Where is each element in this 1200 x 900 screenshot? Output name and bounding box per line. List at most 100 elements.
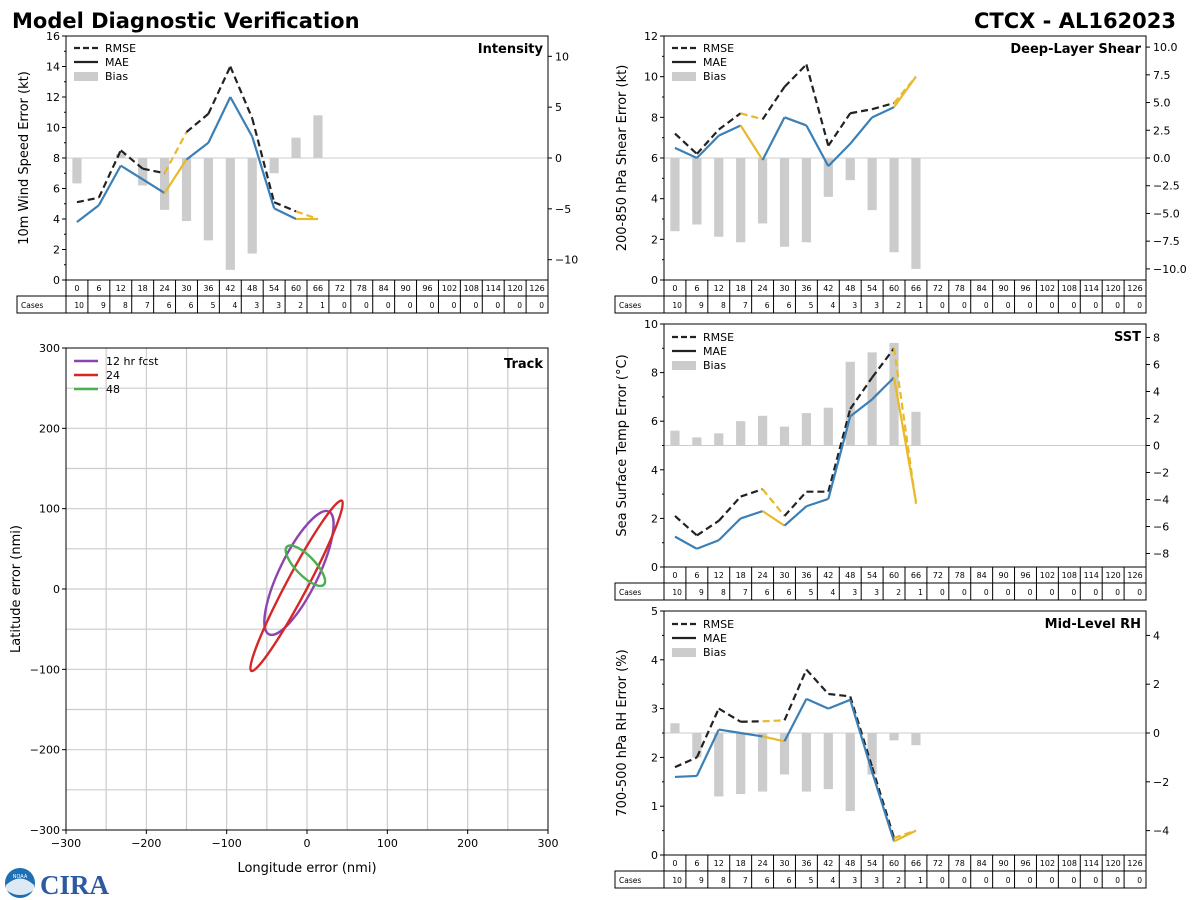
intensity-cases-cell: 1: [320, 301, 325, 310]
sst-ylabel: Sea Surface Temp Error (°C): [615, 354, 630, 536]
shear-y2tick-label: 7.5: [1153, 69, 1171, 82]
shear-leadtime-cell: 102: [1040, 284, 1055, 293]
intensity-cases-cell: 5: [211, 301, 216, 310]
intensity-rmse-line-segment: [120, 149, 144, 170]
intensity-bias-bar: [269, 158, 279, 174]
sst-mae-line-segment: [806, 497, 829, 508]
shear-leadtime-cell: 54: [867, 284, 877, 293]
shear-rmse-line-segment: [850, 108, 873, 115]
rh-bias-bar: [889, 733, 899, 741]
shear-cases-cell: 0: [984, 301, 989, 310]
intensity-cases-cell: 0: [364, 301, 369, 310]
rh-rmse-line-segment: [762, 719, 785, 723]
intensity-legend-bias: Bias: [105, 70, 128, 83]
intensity-cases-cell: 9: [101, 301, 106, 310]
sst-cases-label: Cases: [619, 588, 641, 597]
rh-cases-cell: 0: [1115, 876, 1120, 885]
sst-bias-bar: [911, 411, 921, 446]
sst-mae-line-segment: [871, 376, 895, 401]
rh-bias-bar: [692, 733, 702, 758]
sst-cases-cell: 9: [699, 588, 704, 597]
shear-cases-cell: 0: [1093, 301, 1098, 310]
intensity-rmse-line-segment: [295, 210, 319, 221]
rh-mae-line-segment: [849, 699, 874, 773]
intensity-bias-bar: [159, 158, 170, 210]
sst-cases-cell: 0: [1006, 588, 1011, 597]
intensity-ytick-label: 16: [46, 30, 60, 43]
intensity-rmse-line-segment: [76, 196, 100, 204]
rh-leadtime-cell: 18: [736, 859, 746, 868]
shear-y2tick-label: −10.0: [1153, 263, 1187, 276]
shear-rmse-line-segment: [740, 112, 763, 121]
track-xtick-label: 300: [538, 837, 559, 850]
intensity-cases-cell: 0: [452, 301, 457, 310]
rh-leadtime-cell: 90: [998, 859, 1008, 868]
sst-mae-line-segment: [674, 535, 698, 550]
shear-rmse-line-segment: [674, 132, 698, 155]
intensity-cases-cell: 10: [74, 301, 84, 310]
sst-rmse-line-segment: [717, 495, 742, 522]
rh-leadtime-cell: 96: [1020, 859, 1030, 868]
shear-cases-cell: 0: [1028, 301, 1033, 310]
track-legend-label: 24: [106, 369, 120, 382]
intensity-bias-bar: [291, 137, 301, 158]
rh-bias-bar: [867, 733, 877, 775]
rh-ytick-label: 5: [651, 605, 658, 618]
intensity-y2tick-label: −10: [555, 254, 578, 267]
shear-leadtime-cell: 6: [694, 284, 699, 293]
shear-leadtime-cell: 108: [1062, 284, 1077, 293]
sst-y2tick-label: 0: [1153, 440, 1160, 453]
intensity-bias-bar: [225, 158, 235, 270]
intensity-mae-line-segment: [185, 141, 210, 161]
sst-y2tick-label: −2: [1153, 467, 1169, 480]
shear-bias-bar: [889, 158, 899, 253]
rh-cases-cell: 0: [1028, 876, 1033, 885]
intensity-rmse-line-segment: [207, 66, 232, 115]
rh-cases-cell: 9: [699, 876, 704, 885]
shear-y2tick-label: −2.5: [1153, 180, 1180, 193]
rh-cases-cell: 0: [1006, 876, 1011, 885]
shear-leadtime-cell: 78: [955, 284, 965, 293]
intensity-ytick-label: 8: [53, 152, 60, 165]
rh-leadtime-cell: 102: [1040, 859, 1055, 868]
shear-cases-cell: 5: [809, 301, 814, 310]
intensity-leadtime-cell: 36: [203, 284, 213, 293]
rh-mae-line-segment: [674, 774, 697, 779]
sst-ytick-label: 4: [651, 464, 658, 477]
shear-ytick-label: 4: [651, 193, 658, 206]
shear-cases-cell: 4: [830, 301, 835, 310]
shear-leadtime-cell: 12: [714, 284, 724, 293]
shear-leadtime-cell: 84: [977, 284, 987, 293]
sst-mae-line-segment: [761, 510, 786, 527]
intensity-leadtime-cell: 60: [291, 284, 301, 293]
shear-ytick-label: 10: [644, 71, 658, 84]
sst-y2tick-label: −8: [1153, 548, 1169, 561]
shear-rmse-line-segment: [805, 64, 830, 147]
sst-title: SST: [1114, 330, 1141, 345]
sst-leadtime-cell: 84: [977, 571, 987, 580]
figure-title: Model Diagnostic Verification: [12, 9, 360, 33]
shear-rmse-line-segment: [696, 128, 720, 155]
rh-mae-line-segment: [893, 829, 917, 843]
track-ytick-label: 200: [39, 422, 60, 435]
intensity-leadtime-cell: 48: [247, 284, 257, 293]
intensity-leadtime-cell: 90: [400, 284, 410, 293]
sst-leadtime-cell: 60: [889, 571, 899, 580]
sst-cases-cell: 4: [830, 588, 835, 597]
intensity-ytick-label: 10: [46, 122, 60, 135]
rh-y2tick-label: 2: [1153, 678, 1160, 691]
rh-leadtime-cell: 0: [672, 859, 677, 868]
track-ytick-label: −200: [30, 744, 60, 757]
shear-ytick-label: 6: [651, 152, 658, 165]
sst-y2tick-label: 8: [1153, 332, 1160, 345]
intensity-cases-label: Cases: [21, 301, 43, 310]
rh-ylabel: 700-500 hPa RH Error (%): [615, 649, 630, 816]
shear-cases-cell: 9: [699, 301, 704, 310]
shear-y2tick-label: −5.0: [1153, 207, 1180, 220]
shear-leadtime-cell: 126: [1127, 284, 1142, 293]
rh-leadtime-cell: 12: [714, 859, 724, 868]
sst-cases-cell: 8: [721, 588, 726, 597]
sst-ytick-label: 10: [644, 318, 658, 331]
sst-bias-bar: [889, 342, 899, 446]
